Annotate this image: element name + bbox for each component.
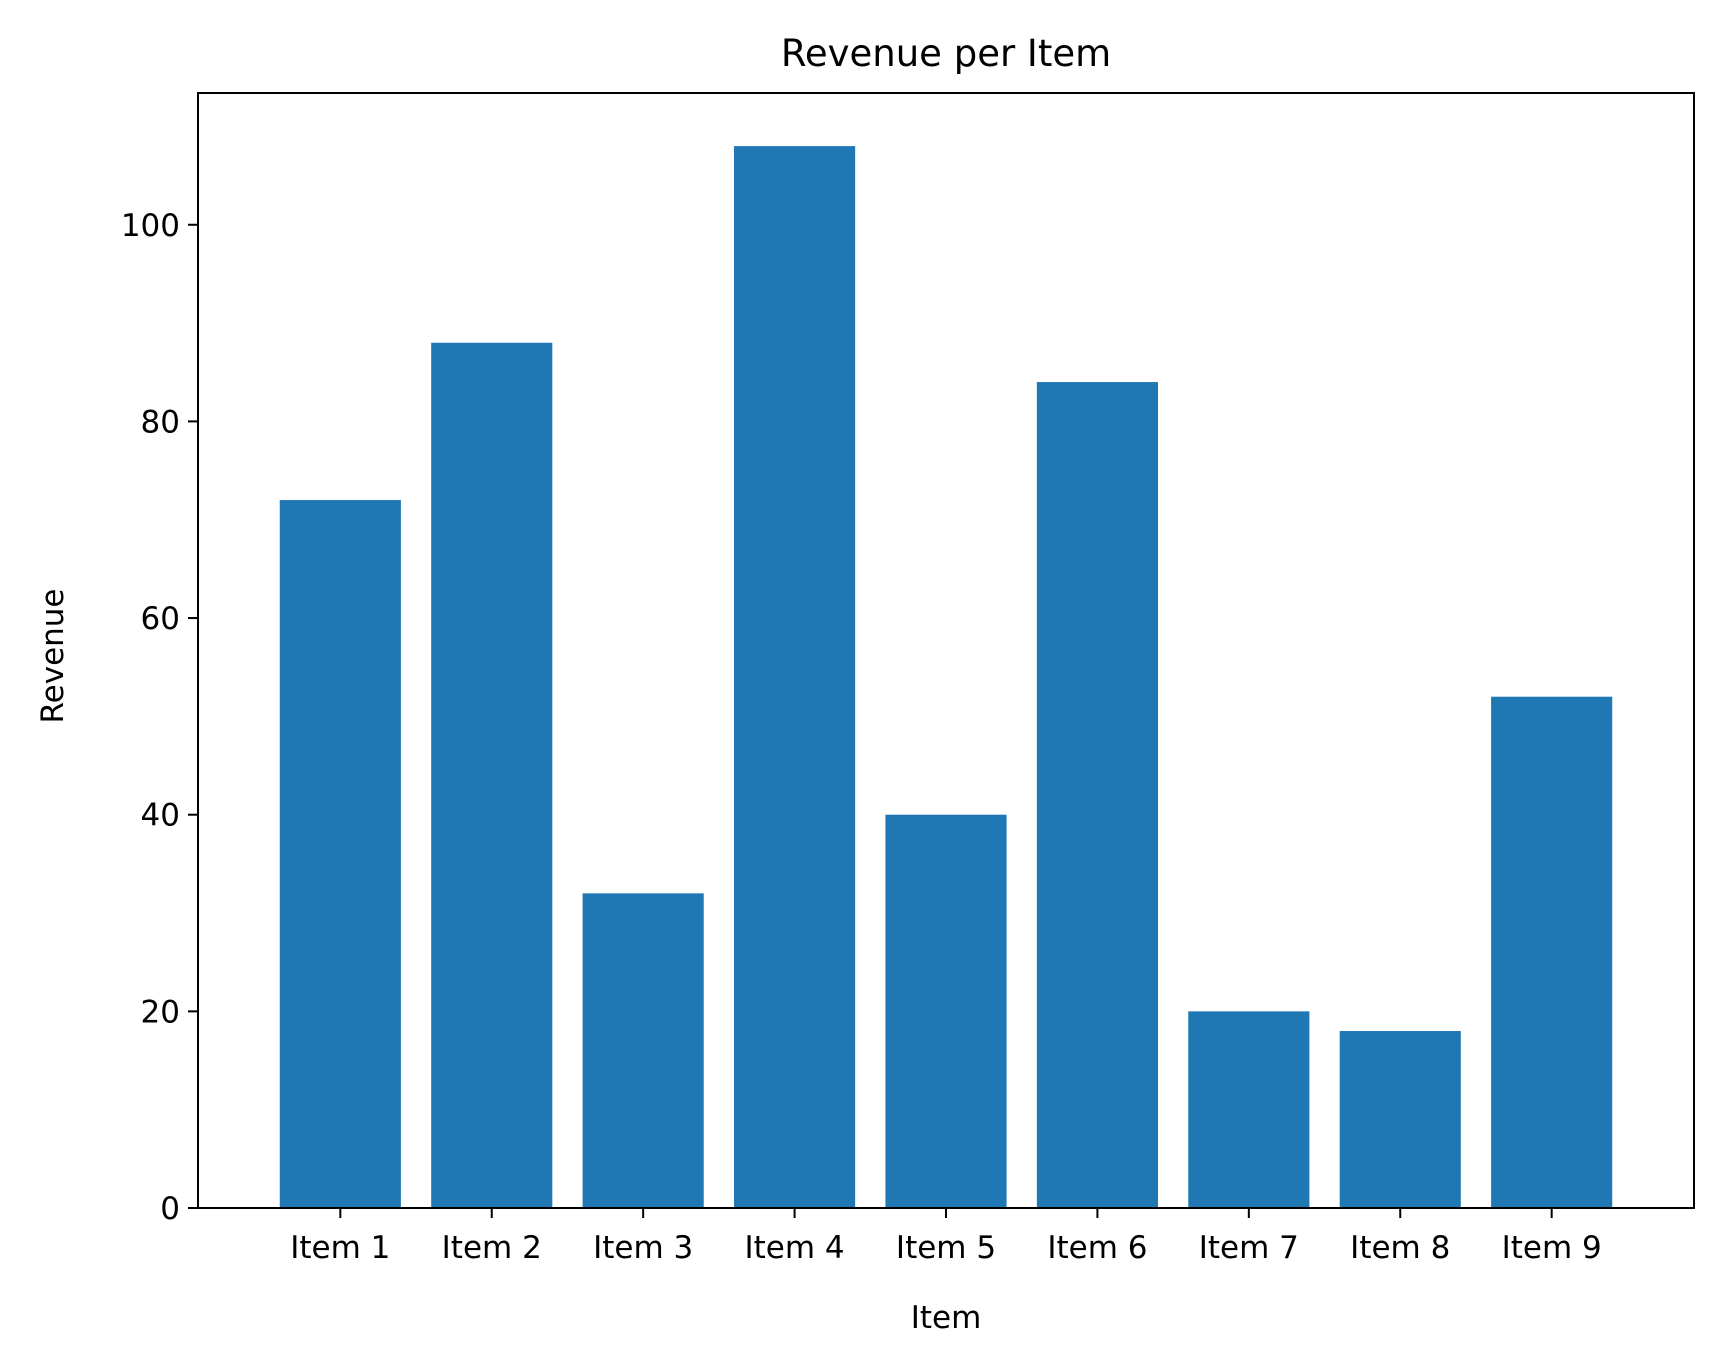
bar-3 (582, 893, 704, 1208)
plot-area: Item 1 Item 2 Item 3 Item 4 Item 5 Item 6 Item… (121, 92, 1695, 1266)
bar-1 (279, 500, 401, 1209)
bar-7 (1188, 1011, 1310, 1208)
plot-frame (197, 92, 1695, 1209)
bar-4 (734, 146, 856, 1209)
y-tick-label: 80 (141, 404, 180, 440)
y-axis-ticks: 0 20 40 60 80 100 (121, 208, 198, 1227)
x-tick-label: Item 6 (1047, 1230, 1147, 1266)
x-tick-label: Item 8 (1350, 1230, 1450, 1266)
x-axis-label: Item (911, 1300, 982, 1336)
x-tick-label: Item 7 (1199, 1230, 1299, 1266)
y-tick-label: 100 (121, 208, 180, 244)
x-tick-label: Item 5 (896, 1230, 996, 1266)
bar-2 (431, 342, 553, 1208)
bar-5 (885, 814, 1007, 1208)
bars-group (279, 146, 1613, 1209)
y-tick-label: 60 (141, 601, 180, 637)
y-tick-label: 0 (160, 1191, 180, 1227)
bar-6 (1036, 382, 1158, 1208)
y-axis-label: Revenue (35, 588, 71, 723)
x-tick-label: Item 2 (442, 1230, 542, 1266)
x-tick-label: Item 1 (290, 1230, 390, 1266)
x-tick-label: Item 9 (1502, 1230, 1602, 1266)
x-tick-label: Item 3 (593, 1230, 693, 1266)
x-tick-label: Item 4 (745, 1230, 845, 1266)
chart-title: Revenue per Item (781, 32, 1111, 75)
bar-9 (1491, 696, 1613, 1208)
bar-8 (1339, 1031, 1461, 1208)
y-tick-label: 20 (141, 994, 180, 1030)
x-axis-ticks: Item 1 Item 2 Item 3 Item 4 Item 5 Item 6 Item… (290, 1208, 1602, 1266)
y-tick-label: 40 (141, 798, 180, 834)
